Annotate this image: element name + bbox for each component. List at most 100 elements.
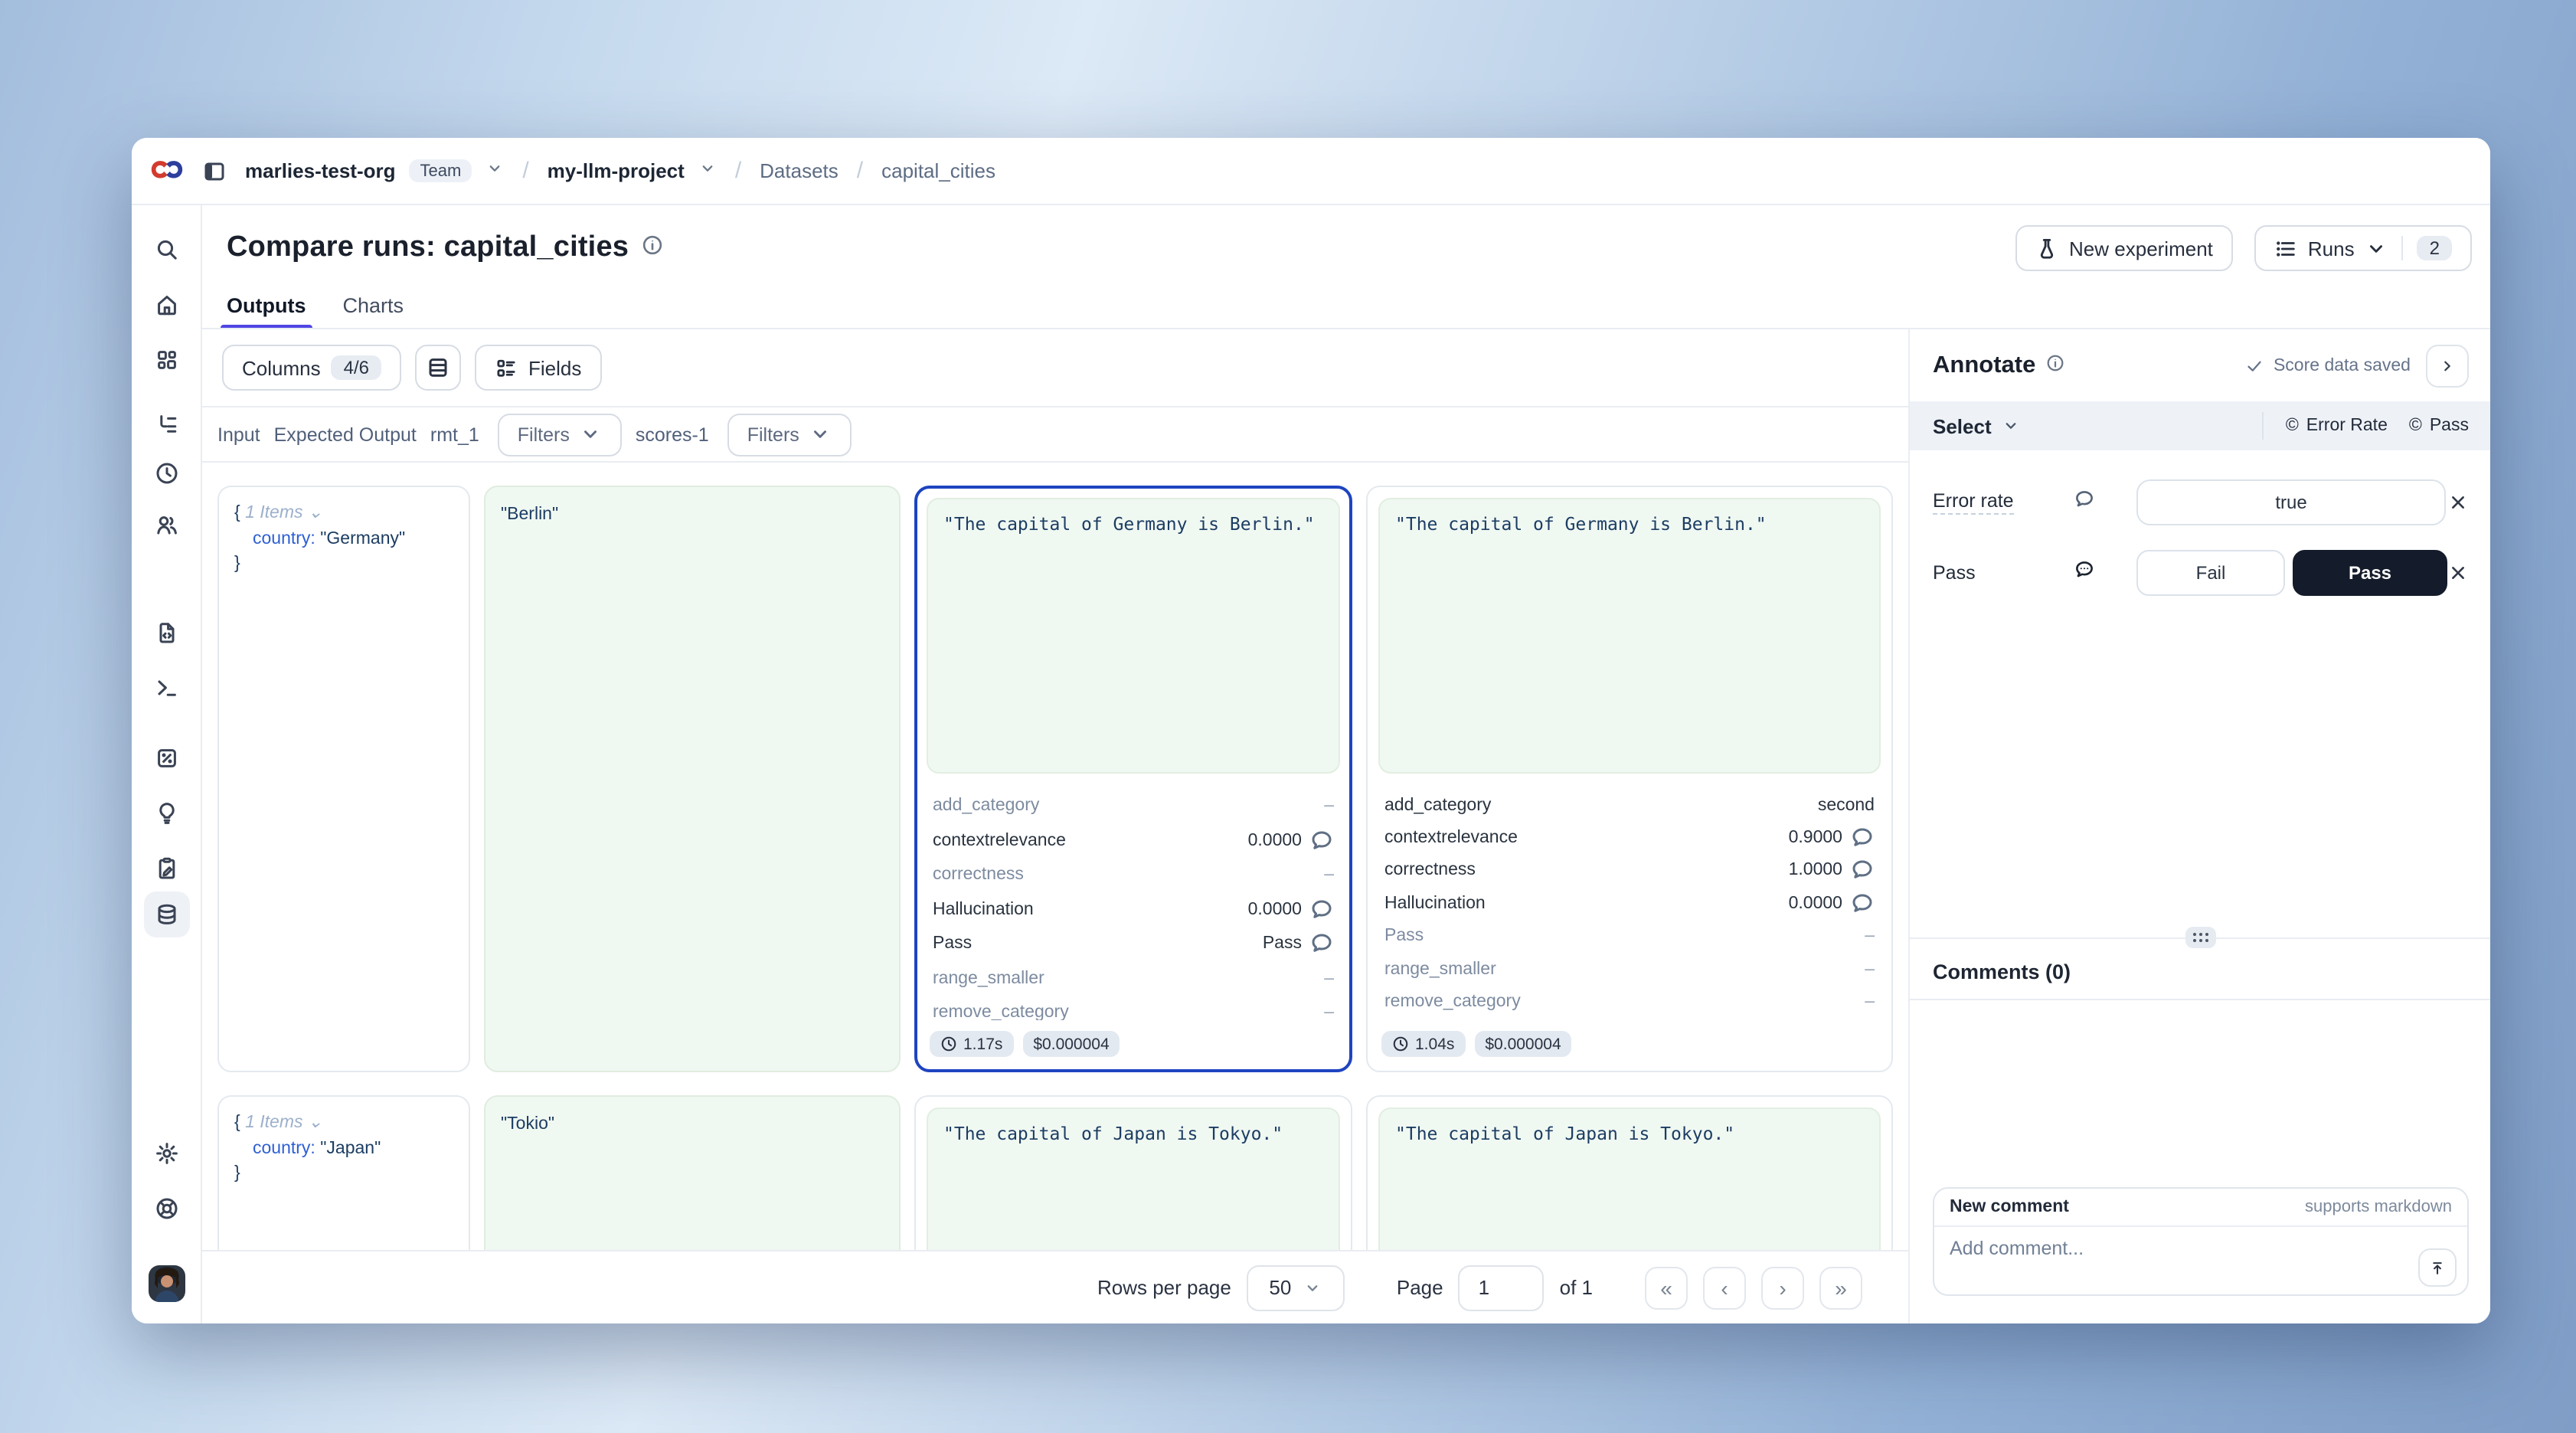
rows-per-page-select[interactable]: 50 [1246,1265,1345,1310]
breadcrumb-org[interactable]: marlies-test-org [245,159,396,182]
comment-textarea[interactable]: Add comment... [1934,1227,2467,1294]
json-value: "Germany" [320,529,406,548]
annotate-panel: Annotate Score data saved Select © Error … [1908,329,2490,1323]
column-header-expected-output[interactable]: Expected Output [273,424,417,445]
run1-output-cell[interactable]: "The capital of Japan is Tokyo." [914,1095,1352,1250]
run2-name[interactable]: scores-1 [635,424,709,445]
ab-test-percent-icon[interactable] [143,735,189,781]
settings-gear-icon[interactable] [143,1130,189,1176]
project-chevron-down-icon[interactable] [698,159,717,182]
comment-bubble-icon[interactable] [1309,898,1334,922]
fields-button[interactable]: Fields [474,345,602,391]
next-page-button[interactable]: › [1761,1266,1804,1309]
metric-value: 1.0000 [1788,861,1842,880]
clear-pass-icon[interactable] [2447,562,2469,584]
last-page-button[interactable]: » [1819,1266,1862,1309]
new-comment-label: New comment [1950,1198,2069,1216]
previous-page-button[interactable]: ‹ [1703,1266,1746,1309]
first-page-button[interactable]: « [1645,1266,1688,1309]
dashboard-grid-icon[interactable] [143,337,189,383]
score-chip-error-rate[interactable]: © Error Rate [2286,417,2388,435]
annotate-info-icon[interactable] [2046,352,2064,379]
submit-comment-button[interactable] [2418,1248,2457,1287]
input-cell[interactable]: { 1 Items ⌄ country: "Japan" } [217,1095,470,1250]
metric-value: – [1865,993,1875,1012]
column-header-input[interactable]: Input [217,424,260,445]
panel-resize-handle[interactable] [2185,927,2215,948]
expected-output-cell[interactable]: "Berlin" [484,486,901,1072]
chevron-down-icon [809,423,832,446]
breadcrumb-datasets[interactable]: Datasets [760,159,839,182]
comment-bubble-icon[interactable] [1850,859,1875,883]
runs-button[interactable]: Runs 2 [2254,225,2472,271]
comment-bubble-icon[interactable] [1850,892,1875,916]
annotations-clipboard-icon[interactable] [143,846,189,892]
page-number-input[interactable]: 1 [1458,1265,1545,1310]
collapse-panel-button[interactable] [2426,344,2469,387]
input-cell[interactable]: { 1 Items ⌄ country: "Germany" } [217,486,470,1072]
breadcrumb-project[interactable]: my-llm-project [547,159,685,182]
metric-name: Pass [1384,927,1424,946]
metric-name: remove_category [933,1003,1069,1021]
tab-outputs[interactable]: Outputs [221,294,312,329]
json-collapse-chevron-icon[interactable]: ⌄ [307,1114,323,1132]
file-code-icon[interactable] [143,610,189,656]
clear-error-rate-icon[interactable] [2447,492,2469,513]
traces-tree-icon[interactable] [143,401,189,447]
annotate-header: Annotate Score data saved [1910,329,2490,401]
expected-output-cell[interactable]: "Tokio" [484,1095,901,1250]
json-collapse-chevron-icon[interactable]: ⌄ [307,504,323,522]
run1-output-cell-selected[interactable]: "The capital of Germany is Berlin." add_… [914,486,1352,1072]
run1-name[interactable]: rmt_1 [430,424,479,445]
comment-bubble-icon[interactable] [1309,829,1334,853]
json-items-label[interactable]: 1 Items [245,504,303,522]
run2-filters-button[interactable]: Filters [727,413,852,456]
help-lifebuoy-icon[interactable] [143,1186,189,1232]
divider [1910,999,2490,1000]
error-rate-value: true [2275,492,2307,513]
annotation-set-select[interactable]: Select [1933,414,2021,437]
annotation-select-bar: Select © Error Rate © Pass [1910,401,2490,450]
user-avatar[interactable] [148,1265,185,1302]
metric-row: remove_category – [1384,986,1875,1019]
new-experiment-button[interactable]: New experiment [2015,225,2233,271]
users-icon[interactable] [143,502,189,548]
home-icon[interactable] [143,282,189,328]
knot-logo-icon [151,161,183,178]
metric-value: Pass [1262,934,1302,954]
datasets-database-icon[interactable] [143,892,189,937]
title-info-icon[interactable] [641,234,662,263]
comment-bubble-icon[interactable] [1309,932,1334,957]
lightbulb-icon[interactable] [143,790,189,836]
new-comment-card: New comment supports markdown Add commen… [1933,1187,2469,1296]
org-chevron-down-icon[interactable] [485,159,504,182]
history-clock-icon[interactable] [143,450,189,496]
comment-bubble-icon[interactable] [1850,826,1875,850]
rows-per-page-label: Rows per page [1097,1276,1231,1299]
comment-bubble-dots-icon[interactable] [2074,558,2095,587]
json-items-label[interactable]: 1 Items [245,1114,303,1132]
collapse-sidebar-icon[interactable] [202,159,227,183]
fail-button[interactable]: Fail [2136,550,2285,596]
markdown-hint: supports markdown [2305,1198,2452,1216]
metric-name: remove_category [1384,993,1521,1012]
comment-bubble-icon[interactable] [2074,488,2095,517]
divider [2262,412,2264,440]
terminal-icon[interactable] [143,665,189,711]
run2-output-cell[interactable]: "The capital of Japan is Tokyo." [1366,1095,1893,1250]
metric-row: correctness – [933,858,1334,892]
error-rate-input[interactable]: true [2136,479,2446,525]
row-height-button[interactable] [414,345,461,391]
columns-button[interactable]: Columns 4/6 [222,345,401,391]
breadcrumb: marlies-test-org Team / my-llm-project /… [132,138,2490,205]
run1-filters-button[interactable]: Filters [497,413,622,456]
search-icon[interactable] [143,227,189,273]
cost-badge: $0.000004 [1022,1031,1120,1057]
breadcrumb-dataset-name[interactable]: capital_cities [881,159,995,182]
run2-output-cell[interactable]: "The capital of Germany is Berlin." add_… [1366,486,1893,1072]
app-logo[interactable] [132,158,202,184]
pass-button[interactable]: Pass [2293,550,2447,596]
tab-charts[interactable]: Charts [342,294,404,317]
score-chip-pass[interactable]: © Pass [2409,417,2469,435]
